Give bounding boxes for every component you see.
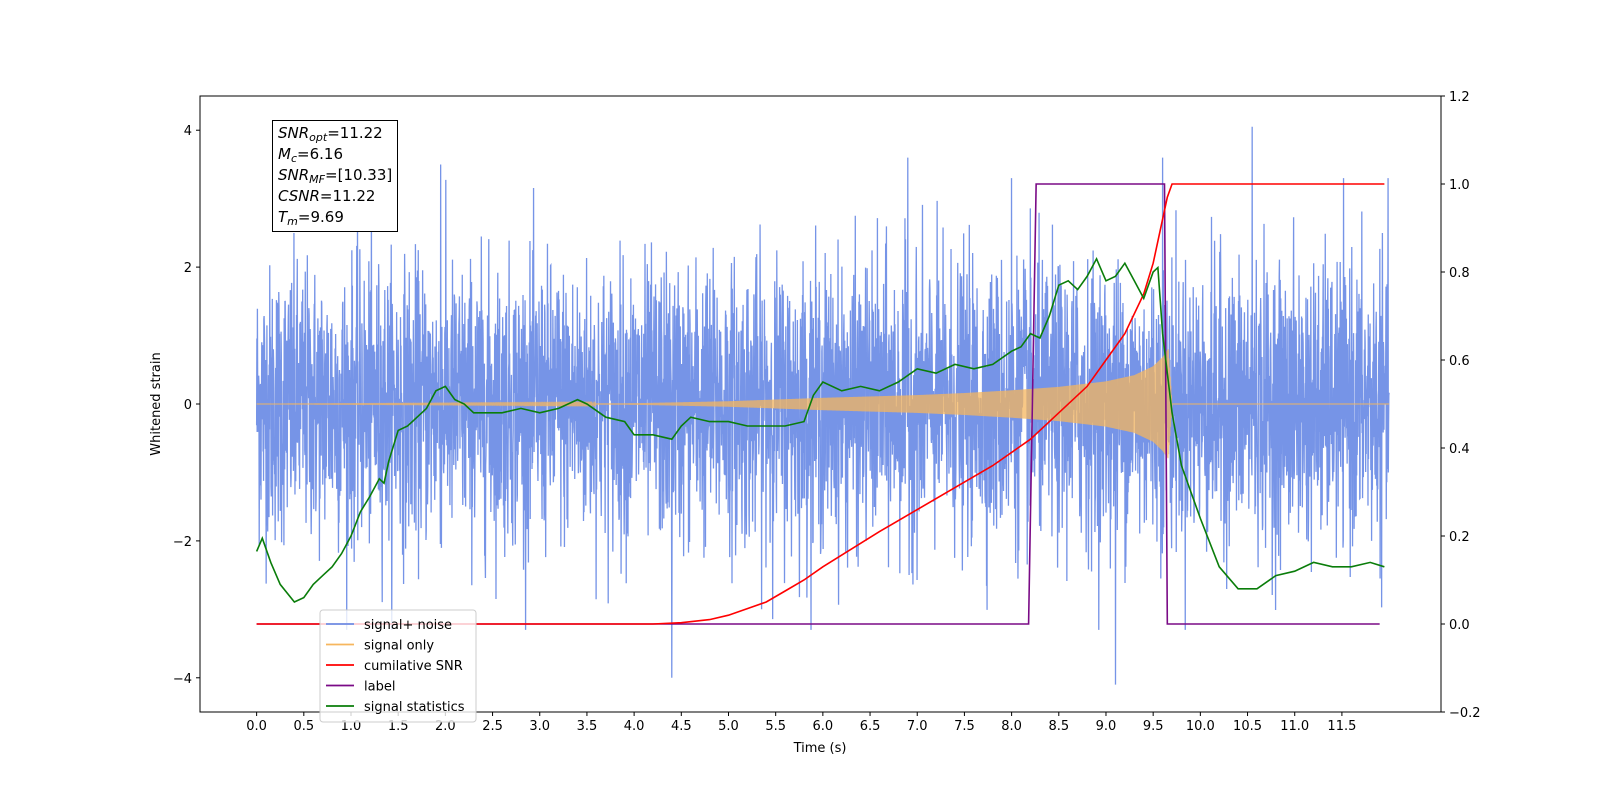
series-label <box>256 183 1380 625</box>
x-tick-label: 9.5 <box>1143 719 1164 734</box>
legend-label: signal+ noise <box>364 618 452 633</box>
x-tick-label: 0.5 <box>293 719 314 734</box>
legend-box <box>319 609 477 723</box>
x-tick-label: 4.5 <box>671 719 692 734</box>
x-tick-label: 1.0 <box>341 719 362 734</box>
x-tick-label: 8.5 <box>1048 719 1069 734</box>
series-signal-plus-noise <box>255 126 1390 685</box>
x-tick-label: 2.0 <box>435 719 456 734</box>
x-tick-label: 9.0 <box>1096 719 1117 734</box>
x-tick-label: 8.0 <box>1001 719 1022 734</box>
y-right-tick-label: 0.2 <box>1449 530 1470 545</box>
legend-label: signal only <box>364 639 434 654</box>
x-tick-label: 1.5 <box>388 719 409 734</box>
x-tick-label: 2.5 <box>482 719 503 734</box>
annot-snr-mf: SNRMF=[10.33] <box>278 166 393 186</box>
annot-snr-opt: SNRopt=11.22 <box>278 124 383 144</box>
y-axis-label-left: Whitened strain <box>149 352 164 455</box>
y-left-tick-label: 2 <box>184 261 192 276</box>
x-tick-label: 6.5 <box>860 719 881 734</box>
y-right-tick-label: 0.4 <box>1449 442 1470 457</box>
x-tick-label: 5.5 <box>765 719 786 734</box>
y-right-tick-label: 1.2 <box>1449 90 1470 105</box>
x-tick-label: 3.5 <box>577 719 598 734</box>
x-tick-label: 6.0 <box>813 719 834 734</box>
x-tick-label: 4.0 <box>624 719 645 734</box>
y-left-tick-label: 4 <box>184 124 192 139</box>
x-tick-label: 0.0 <box>246 719 267 734</box>
ticks-layer: 0.0 0.5 1.0 1.5 2.0 2.5 3.0 3.5 4.0 4.5 5.0 5.5 6.0 6… <box>173 90 1481 734</box>
series-layer <box>255 126 1390 685</box>
x-tick-label: 7.5 <box>954 719 975 734</box>
y-right-tick-label: 0.6 <box>1449 354 1470 369</box>
x-tick-label: 5.0 <box>718 719 739 734</box>
annot-mc: Mc=6.16 <box>278 145 343 165</box>
y-left-tick-label: −2 <box>173 535 192 550</box>
x-axis-label: Time (s) <box>793 741 847 756</box>
y-right-tick-label: 0.8 <box>1449 266 1470 281</box>
y-right-tick-label: 1.0 <box>1449 178 1470 193</box>
x-tick-label: 10.5 <box>1233 719 1262 734</box>
x-tick-label: 10.0 <box>1186 719 1215 734</box>
x-tick-label: 3.0 <box>529 719 550 734</box>
legend: signal+ noise signal only cumilative SNR la… <box>319 609 477 723</box>
x-tick-label: 11.5 <box>1327 719 1356 734</box>
series-signal-statistics <box>255 256 1385 603</box>
legend-label: cumilative SNR <box>364 659 463 674</box>
parameter-annotation-box: SNRopt=11.22 Mc=6.16 SNRMF=[10.33] CSNR=… <box>272 120 399 232</box>
x-tick-label: 7.0 <box>907 719 928 734</box>
y-left-tick-label: 0 <box>184 398 192 413</box>
legend-label: signal statistics <box>364 700 465 715</box>
y-right-tick-label: −0.2 <box>1449 706 1481 721</box>
series-signal-only <box>256 349 1390 459</box>
series-cumulative-snr <box>256 183 1385 625</box>
annot-csnr: CSNR=11.22 <box>278 187 376 205</box>
y-right-tick-label: 0.0 <box>1449 618 1470 633</box>
x-tick-label: 11.0 <box>1280 719 1309 734</box>
annot-tm: Tm=9.69 <box>278 208 344 228</box>
y-left-tick-label: −4 <box>173 672 192 687</box>
legend-label: label <box>364 680 395 695</box>
